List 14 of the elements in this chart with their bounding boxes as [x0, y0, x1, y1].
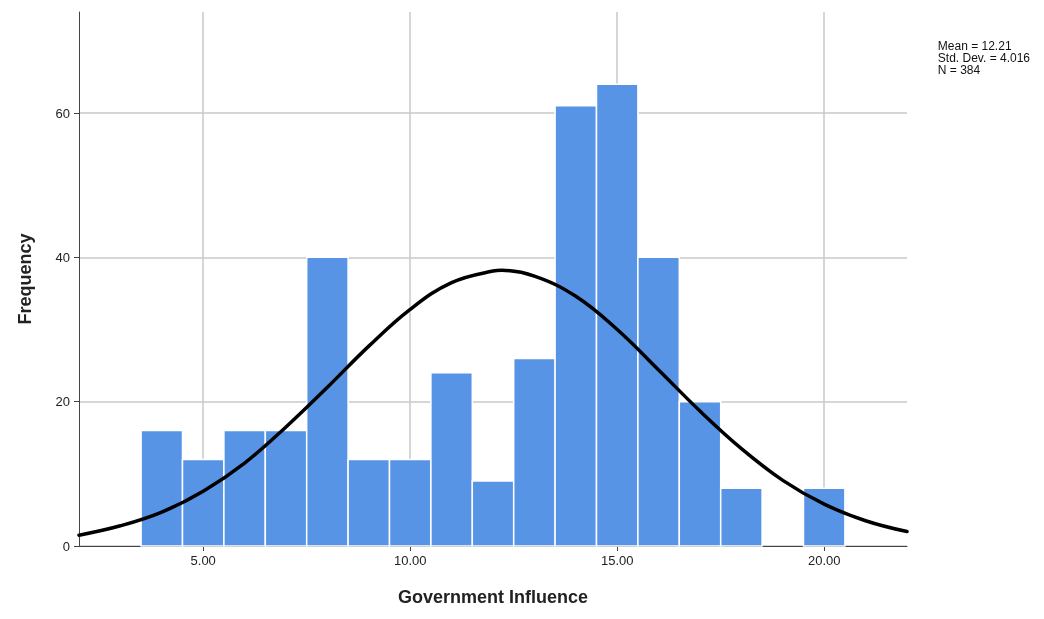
x-tick-label: 10.00: [393, 553, 427, 568]
line-series: [77, 268, 909, 537]
text: N = 384: [937, 63, 981, 77]
y-tick-label: 60: [55, 105, 70, 121]
x-tick-label: 20.00: [807, 553, 841, 568]
y-tick-label: 0: [62, 538, 70, 554]
text: Std. Dev. = 4.016: [937, 51, 1031, 65]
x-axis-title: Government Influence: [397, 587, 589, 607]
y-axis-title: Frequency: [15, 233, 35, 325]
x-tick-label: 15.00: [600, 553, 634, 568]
y-tick-label: 40: [55, 249, 70, 265]
x-tick-label: 5.00: [190, 553, 216, 568]
text: Mean = 12.21: [937, 39, 1012, 53]
y-tick-label: 20: [55, 394, 70, 410]
